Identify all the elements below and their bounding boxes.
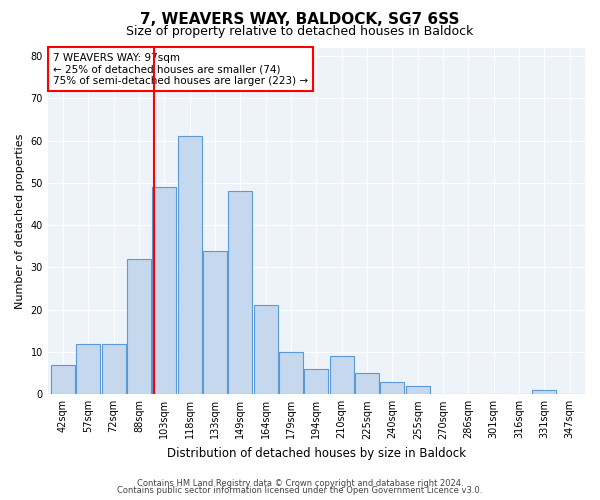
- Bar: [76, 344, 100, 394]
- Bar: [532, 390, 556, 394]
- Text: Size of property relative to detached houses in Baldock: Size of property relative to detached ho…: [127, 25, 473, 38]
- Bar: [380, 382, 404, 394]
- Y-axis label: Number of detached properties: Number of detached properties: [15, 133, 25, 308]
- Bar: [101, 344, 126, 394]
- Bar: [152, 187, 176, 394]
- Text: 7 WEAVERS WAY: 97sqm
← 25% of detached houses are smaller (74)
75% of semi-detac: 7 WEAVERS WAY: 97sqm ← 25% of detached h…: [53, 52, 308, 86]
- Bar: [229, 192, 253, 394]
- Bar: [203, 250, 227, 394]
- Text: Contains public sector information licensed under the Open Government Licence v3: Contains public sector information licen…: [118, 486, 482, 495]
- Bar: [254, 306, 278, 394]
- Bar: [127, 259, 151, 394]
- Text: 7, WEAVERS WAY, BALDOCK, SG7 6SS: 7, WEAVERS WAY, BALDOCK, SG7 6SS: [140, 12, 460, 28]
- Bar: [355, 373, 379, 394]
- Bar: [304, 369, 328, 394]
- Bar: [178, 136, 202, 394]
- Bar: [406, 386, 430, 394]
- Bar: [329, 356, 354, 395]
- Bar: [279, 352, 303, 395]
- Text: Contains HM Land Registry data © Crown copyright and database right 2024.: Contains HM Land Registry data © Crown c…: [137, 478, 463, 488]
- Bar: [51, 364, 75, 394]
- X-axis label: Distribution of detached houses by size in Baldock: Distribution of detached houses by size …: [167, 447, 466, 460]
